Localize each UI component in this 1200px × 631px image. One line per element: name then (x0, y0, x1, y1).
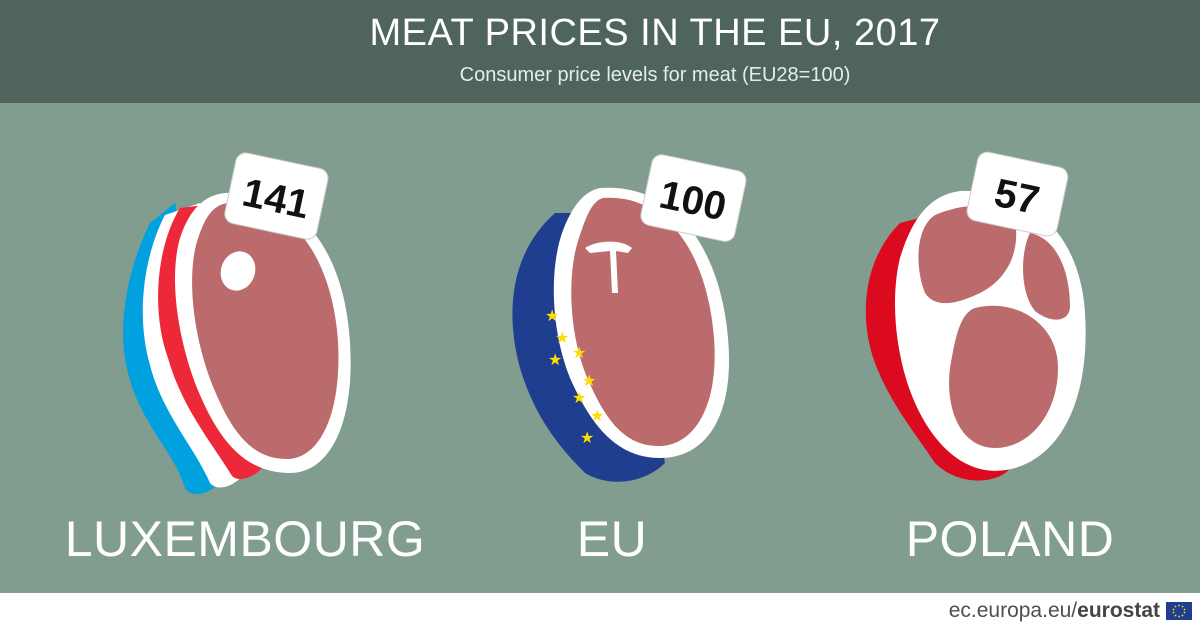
eu-flag-icon (1166, 602, 1192, 620)
footer: ec.europa.eu/eurostat (0, 593, 1200, 631)
svg-text:★: ★ (572, 388, 586, 407)
steak-chart: 141 ★ ★ ★ ★ ★ ★ ★ ★ 100 57 (123, 151, 1086, 495)
category-label-poland: POLAND (905, 511, 1115, 567)
source-credit[interactable]: ec.europa.eu/eurostat (949, 599, 1160, 623)
source-url-prefix: ec.europa.eu/ (948, 599, 1078, 622)
svg-text:★: ★ (545, 306, 559, 325)
category-label-eu: EU (576, 511, 648, 567)
chart-title: MEAT PRICES IN THE EU, 2017 (369, 12, 941, 54)
svg-text:★: ★ (582, 371, 596, 390)
source-brand: eurostat (1077, 599, 1160, 622)
steak-eu-icon: ★ ★ ★ ★ ★ ★ ★ ★ (512, 187, 730, 482)
svg-text:★: ★ (548, 350, 562, 369)
svg-text:★: ★ (572, 343, 586, 362)
price-tag-icon: 100 (640, 154, 747, 242)
svg-text:★: ★ (580, 428, 594, 447)
eu-stars: ★ ★ ★ ★ ★ ★ ★ ★ (545, 306, 604, 447)
category-label-luxembourg: LUXEMBOURG (64, 511, 426, 567)
chart-subtitle: Consumer price levels for meat (EU28=100… (459, 64, 851, 86)
header-banner: MEAT PRICES IN THE EU, 2017 Consumer pri… (0, 0, 1200, 103)
svg-text:★: ★ (590, 406, 604, 425)
price-tag-icon: 141 (224, 152, 329, 240)
price-tag-poland: 57 (990, 171, 1043, 223)
price-tag-icon: 57 (966, 151, 1069, 237)
svg-text:★: ★ (555, 328, 569, 347)
steak-luxembourg-icon (123, 192, 351, 495)
steak-poland-icon (865, 190, 1086, 481)
